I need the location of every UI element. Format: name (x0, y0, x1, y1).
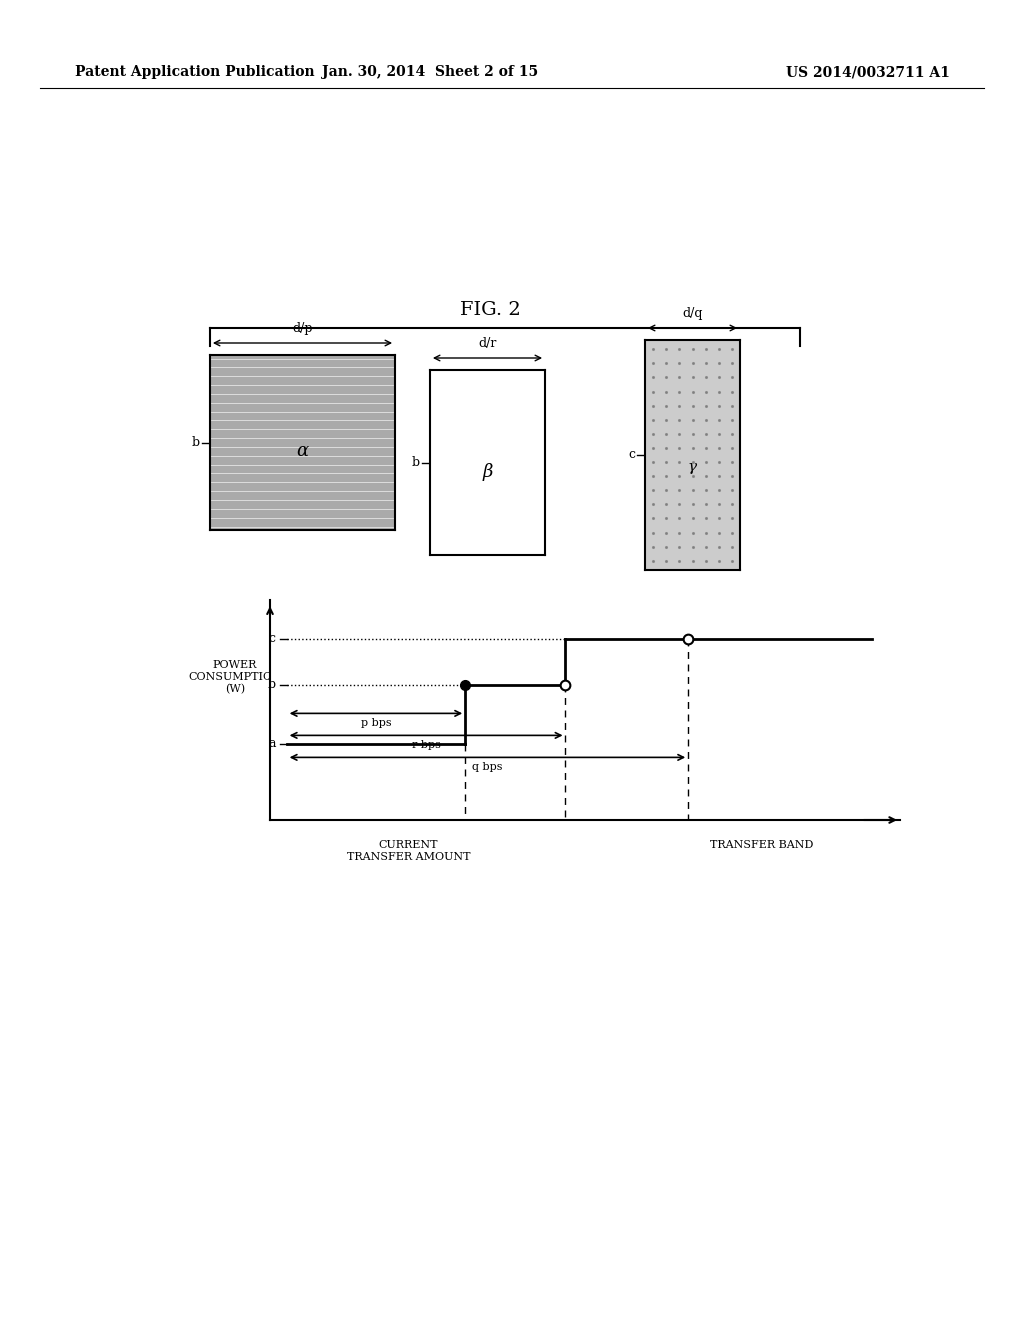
Text: γ: γ (688, 459, 697, 474)
Text: c: c (628, 449, 635, 462)
Text: b: b (412, 455, 420, 469)
Text: b: b (191, 436, 200, 449)
Text: c: c (268, 632, 275, 645)
Text: r bps: r bps (412, 741, 440, 751)
Text: q bps: q bps (472, 763, 503, 772)
Text: α: α (296, 442, 308, 461)
Text: d/q: d/q (682, 308, 702, 319)
Text: d/p: d/p (292, 322, 312, 335)
Text: US 2014/0032711 A1: US 2014/0032711 A1 (786, 65, 950, 79)
Text: a: a (268, 738, 275, 750)
Text: FIG. 2: FIG. 2 (460, 301, 520, 319)
Text: Patent Application Publication: Patent Application Publication (75, 65, 314, 79)
Text: β: β (482, 463, 493, 480)
Text: Jan. 30, 2014  Sheet 2 of 15: Jan. 30, 2014 Sheet 2 of 15 (322, 65, 538, 79)
Text: CURRENT
TRANSFER AMOUNT: CURRENT TRANSFER AMOUNT (347, 840, 470, 862)
Text: d/r: d/r (478, 337, 497, 350)
Text: TRANSFER BAND: TRANSFER BAND (710, 840, 813, 850)
Text: b: b (267, 678, 275, 692)
Text: p bps: p bps (360, 718, 391, 729)
Text: POWER
CONSUMPTION
(W): POWER CONSUMPTION (W) (188, 660, 282, 694)
